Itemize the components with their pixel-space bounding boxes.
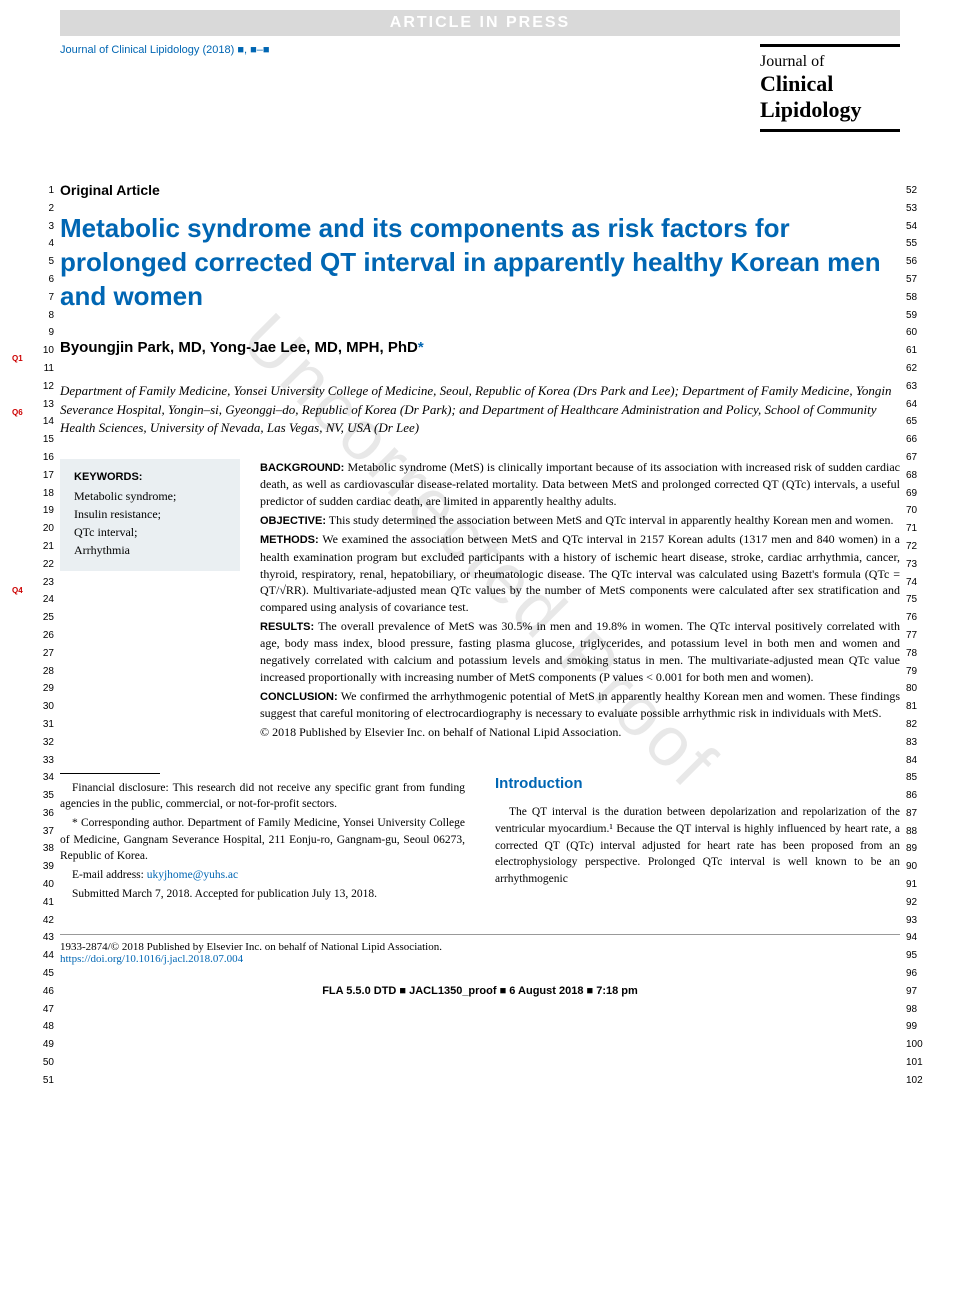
introduction-heading: Introduction xyxy=(495,773,900,795)
article-type: Original Article xyxy=(60,182,900,198)
logo-line2: Clinical xyxy=(760,71,900,97)
issn-copyright: 1933-2874/© 2018 Published by Elsevier I… xyxy=(60,941,900,953)
author-names: Byoungjin Park, MD, Yong-Jae Lee, MD, MP… xyxy=(60,339,418,356)
affiliations: Department of Family Medicine, Yonsei Un… xyxy=(60,382,900,437)
email-label: E-mail address: xyxy=(72,869,147,881)
proof-footer: FLA 5.5.0 DTD ■ JACL1350_proof ■ 6 Augus… xyxy=(0,985,960,1017)
keywords-list: Metabolic syndrome;Insulin resistance;QT… xyxy=(74,487,226,559)
line-numbers-right: 5253545556575859606162636465666768697071… xyxy=(906,182,930,1090)
methods-label: METHODS: xyxy=(260,534,319,546)
query-tag-q4: Q4 xyxy=(12,586,23,595)
abstract-copyright: © 2018 Published by Elsevier Inc. on beh… xyxy=(260,724,900,741)
abstract: BACKGROUND: Metabolic syndrome (MetS) is… xyxy=(260,459,900,743)
article-in-press-banner: ARTICLE IN PRESS xyxy=(60,10,900,36)
logo-line1: Journal of xyxy=(760,53,900,71)
journal-logo: Journal of Clinical Lipidology xyxy=(760,44,900,132)
introduction-column: Introduction The QT interval is the dura… xyxy=(495,773,900,905)
doi-link[interactable]: https://doi.org/10.1016/j.jacl.2018.07.0… xyxy=(60,953,900,965)
article-title: Metabolic syndrome and its components as… xyxy=(60,212,900,313)
financial-disclosure: Financial disclosure: This research did … xyxy=(60,780,465,813)
corresponding-asterisk: * xyxy=(418,339,424,356)
conclusion-label: CONCLUSION: xyxy=(260,691,338,703)
objective-text: This study determined the association be… xyxy=(326,513,893,527)
conclusion-text: We confirmed the arrhythmogenic potentia… xyxy=(260,689,900,720)
keywords-box: KEYWORDS: Metabolic syndrome;Insulin res… xyxy=(60,459,240,571)
footnotes-column: Financial disclosure: This research did … xyxy=(60,773,465,905)
methods-text: We examined the association between MetS… xyxy=(260,532,900,614)
query-tag-q1: Q1 xyxy=(12,354,23,363)
keywords-heading: KEYWORDS: xyxy=(74,471,226,483)
objective-label: OBJECTIVE: xyxy=(260,515,326,527)
email-link[interactable]: ukyjhome@yuhs.ac xyxy=(147,869,238,881)
authors: Byoungjin Park, MD, Yong-Jae Lee, MD, MP… xyxy=(60,339,900,356)
results-label: RESULTS: xyxy=(260,621,314,633)
submission-dates: Submitted March 7, 2018. Accepted for pu… xyxy=(60,886,465,903)
corresponding-author: * Corresponding author. Department of Fa… xyxy=(60,815,465,865)
introduction-text: The QT interval is the duration between … xyxy=(495,804,900,887)
line-numbers-left: 1234567891011121314151617181920212223242… xyxy=(30,182,54,1090)
background-label: BACKGROUND: xyxy=(260,462,344,474)
logo-line3: Lipidology xyxy=(760,97,900,123)
background-text: Metabolic syndrome (MetS) is clinically … xyxy=(260,460,900,508)
query-tag-q6: Q6 xyxy=(12,408,23,417)
footnote-rule xyxy=(60,773,160,774)
journal-citation: Journal of Clinical Lipidology (2018) ■,… xyxy=(60,44,269,56)
bottom-block: 1933-2874/© 2018 Published by Elsevier I… xyxy=(60,934,900,965)
results-text: The overall prevalence of MetS was 30.5%… xyxy=(260,619,900,684)
